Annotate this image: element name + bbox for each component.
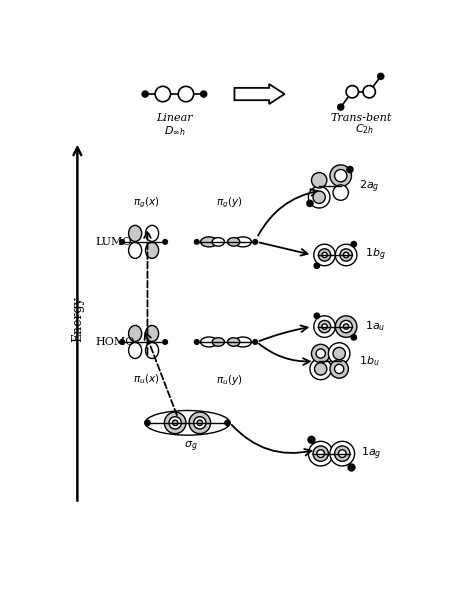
Ellipse shape <box>228 338 240 346</box>
Circle shape <box>313 446 328 461</box>
Text: $1a_g$: $1a_g$ <box>361 445 381 462</box>
Ellipse shape <box>228 237 240 246</box>
Circle shape <box>313 191 325 204</box>
Circle shape <box>201 91 207 97</box>
Text: Energy: Energy <box>71 296 84 342</box>
Ellipse shape <box>235 337 251 347</box>
Circle shape <box>337 104 344 110</box>
Circle shape <box>314 263 319 268</box>
Ellipse shape <box>146 326 159 341</box>
Circle shape <box>351 335 356 340</box>
Text: $D_{\infty h}$: $D_{\infty h}$ <box>164 124 185 138</box>
Ellipse shape <box>128 242 142 259</box>
Ellipse shape <box>128 342 142 359</box>
Circle shape <box>197 420 202 426</box>
Text: $2a_g$: $2a_g$ <box>359 178 380 194</box>
Circle shape <box>335 364 344 373</box>
Circle shape <box>178 86 194 101</box>
Text: LUMO: LUMO <box>96 237 132 247</box>
Circle shape <box>310 358 331 380</box>
Text: $\pi_u(x)$: $\pi_u(x)$ <box>134 373 160 387</box>
Text: $C_{2h}$: $C_{2h}$ <box>355 123 374 137</box>
Circle shape <box>351 242 356 247</box>
Circle shape <box>333 185 348 201</box>
Circle shape <box>308 436 315 443</box>
Circle shape <box>142 91 148 97</box>
Text: Trans-bent: Trans-bent <box>330 112 392 123</box>
Ellipse shape <box>146 342 159 359</box>
Text: $1a_u$: $1a_u$ <box>365 320 385 333</box>
Circle shape <box>314 244 335 266</box>
Circle shape <box>322 252 327 258</box>
Circle shape <box>253 339 257 344</box>
Circle shape <box>348 464 355 471</box>
Text: $\pi_g(y)$: $\pi_g(y)$ <box>216 195 242 210</box>
Circle shape <box>311 344 330 363</box>
Circle shape <box>347 167 353 173</box>
Circle shape <box>328 342 350 364</box>
Circle shape <box>330 165 352 187</box>
Circle shape <box>155 86 171 101</box>
Circle shape <box>340 249 352 261</box>
Circle shape <box>346 86 358 98</box>
Circle shape <box>317 450 325 457</box>
Circle shape <box>343 324 349 329</box>
FancyArrow shape <box>235 84 284 104</box>
Circle shape <box>340 320 352 333</box>
Ellipse shape <box>128 326 142 341</box>
Circle shape <box>314 313 319 318</box>
Text: $1b_u$: $1b_u$ <box>359 355 380 368</box>
Ellipse shape <box>212 237 225 246</box>
Circle shape <box>333 347 346 360</box>
Circle shape <box>335 446 350 461</box>
Circle shape <box>338 450 346 457</box>
Circle shape <box>314 316 335 338</box>
Circle shape <box>225 420 230 426</box>
Ellipse shape <box>201 337 218 347</box>
Circle shape <box>194 240 199 244</box>
Circle shape <box>343 252 349 258</box>
Circle shape <box>164 412 186 434</box>
Circle shape <box>378 73 384 79</box>
Circle shape <box>311 173 327 188</box>
Text: $1b_g$: $1b_g$ <box>365 247 385 263</box>
Text: HOMO: HOMO <box>96 337 135 347</box>
Circle shape <box>163 240 167 244</box>
Circle shape <box>163 339 167 344</box>
Ellipse shape <box>212 338 225 346</box>
Text: $\pi_g(x)$: $\pi_g(x)$ <box>134 195 160 210</box>
Circle shape <box>189 412 210 434</box>
Circle shape <box>145 420 150 426</box>
Ellipse shape <box>235 237 251 247</box>
Circle shape <box>316 349 325 358</box>
Circle shape <box>322 324 327 329</box>
Circle shape <box>194 417 206 429</box>
Circle shape <box>309 187 330 208</box>
Ellipse shape <box>146 225 159 242</box>
Circle shape <box>169 417 182 429</box>
Text: $\pi_u(y)$: $\pi_u(y)$ <box>216 373 242 387</box>
Circle shape <box>173 420 178 426</box>
Circle shape <box>194 339 199 344</box>
Ellipse shape <box>201 237 218 247</box>
Circle shape <box>319 249 331 261</box>
Text: Linear: Linear <box>156 114 193 123</box>
Circle shape <box>315 363 327 375</box>
Circle shape <box>363 86 375 98</box>
Circle shape <box>335 316 357 338</box>
Circle shape <box>253 240 257 244</box>
Text: $\sigma_g$: $\sigma_g$ <box>184 440 197 454</box>
Circle shape <box>330 442 355 466</box>
Circle shape <box>120 339 124 344</box>
Circle shape <box>307 201 313 207</box>
Ellipse shape <box>128 225 142 242</box>
Circle shape <box>335 170 347 182</box>
Circle shape <box>330 360 348 378</box>
Circle shape <box>335 244 357 266</box>
Circle shape <box>309 442 333 466</box>
Ellipse shape <box>145 411 230 435</box>
Circle shape <box>120 240 124 244</box>
Ellipse shape <box>146 242 159 259</box>
Circle shape <box>319 320 331 333</box>
